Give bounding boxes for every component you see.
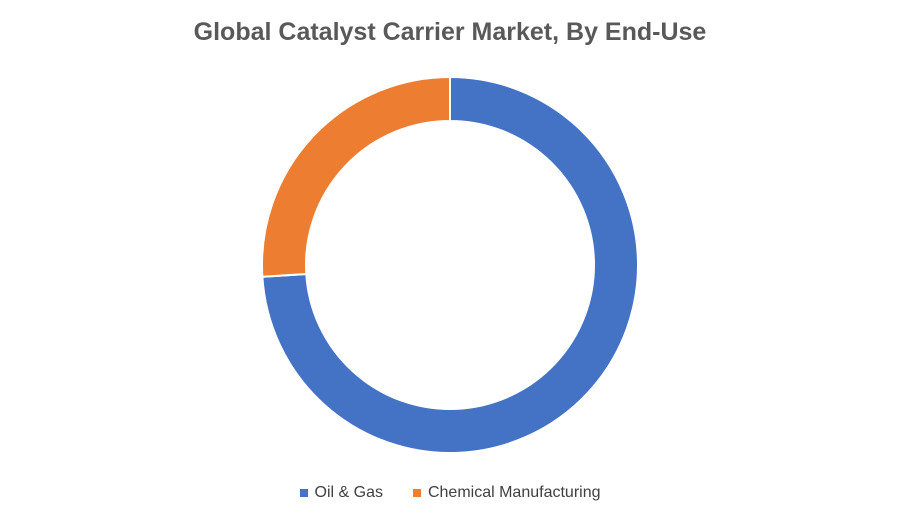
donut-slice-chemical-manufacturing [261, 75, 451, 278]
donut-slice-oil-gas [261, 75, 639, 454]
chart-title: Global Catalyst Carrier Market, By End-U… [193, 18, 707, 46]
legend-swatch-chemical-manufacturing [412, 489, 421, 497]
legend-label-oil-gas: Oil & Gas [314, 484, 383, 501]
legend-label-chemical-manufacturing: Chemical Manufacturing [427, 484, 601, 501]
legend-item-oil-gas: Oil & Gas [299, 484, 383, 502]
legend-item-chemical-manufacturing: Chemical Manufacturing [412, 484, 601, 502]
legend: Oil & Gas Chemical Manufacturing [0, 484, 900, 502]
legend-swatch-oil-gas [299, 489, 308, 497]
